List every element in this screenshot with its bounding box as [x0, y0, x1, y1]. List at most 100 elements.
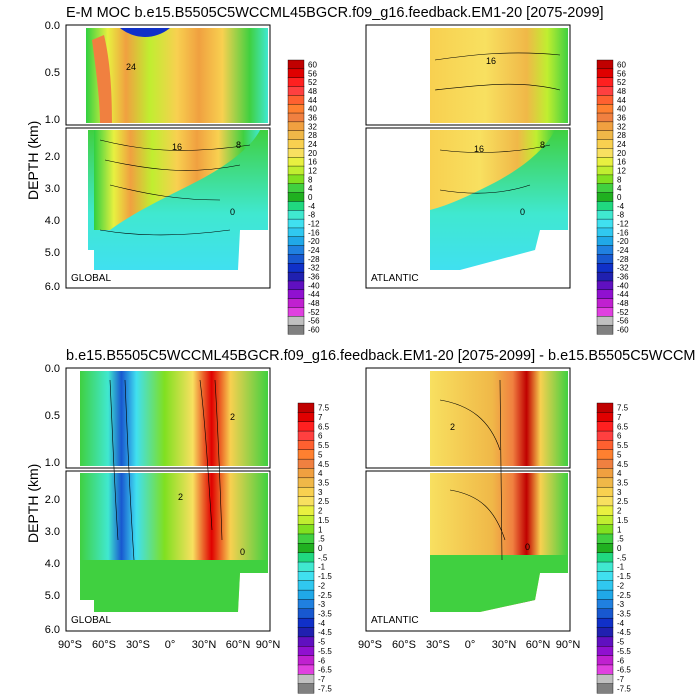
bottom-colorbar-swatch — [297, 674, 315, 685]
top-colorbar-label: -48 — [308, 299, 320, 308]
bottom-colorbar-swatch — [297, 421, 315, 432]
top-colorbar-label: 36 — [308, 113, 317, 122]
bottom-atl-colorbar-label: -6 — [617, 656, 625, 665]
top-colorbar-swatch — [287, 210, 305, 220]
bottom-colorbar-label: -.5 — [318, 553, 328, 562]
top-atl-colorbar-label: -28 — [617, 255, 629, 264]
bottom-atlantic-deep — [430, 555, 568, 612]
top-colorbar-label: -60 — [308, 326, 320, 335]
bottom-colorbar-swatch — [297, 589, 315, 600]
top-ytick-6: 6.0 — [45, 281, 60, 293]
bottom-colorbar-swatch — [297, 505, 315, 516]
top-atl-colorbar-label: -4 — [617, 202, 625, 211]
bottom-atl-colorbar-swatch — [596, 421, 614, 432]
bottom-ytick-0: 0.0 — [45, 363, 60, 375]
bottom-atl-colorbar-label: -2.5 — [617, 591, 631, 600]
top-ytick-1: 1.0 — [45, 114, 60, 126]
top-global-cell — [94, 130, 260, 230]
bottom-global-contours — [109, 379, 223, 561]
bottom-global-deep — [80, 560, 268, 612]
bottom-atlantic-contour-label-1: 2 — [450, 422, 455, 432]
bottom-atl-colorbar-swatch — [596, 543, 614, 554]
bottom-colorbar-label: -7.5 — [318, 684, 332, 693]
bottom-atl-colorbar-label: -7 — [617, 675, 625, 684]
top-colorbar-swatch — [287, 271, 305, 282]
top-atl-colorbar-swatch — [596, 218, 614, 229]
bottom-atl-colorbar-label: -5 — [617, 638, 625, 647]
g-xtick-3: 0° — [165, 639, 176, 651]
bottom-global-xticks: 90°S 60°S 30°S 0° 30°N 60°N 90°N — [58, 639, 280, 651]
bottom-atl-colorbar-swatch — [596, 646, 614, 657]
top-global-yticks: 0.0 0.5 1.0 2.0 3.0 4.0 5.0 6.0 — [45, 20, 60, 293]
bottom-ytick-1: 1.0 — [45, 457, 60, 469]
top-global-contours — [99, 139, 251, 236]
bottom-colorbar-label: -5 — [318, 638, 326, 647]
top-colorbar-swatch — [287, 245, 305, 255]
bottom-colorbar-label: 6.5 — [318, 422, 330, 431]
top-ytick-05: 0.5 — [45, 67, 60, 79]
bottom-colorbar-swatch — [297, 533, 315, 544]
top-global-contour-label-1: 16 — [172, 142, 182, 152]
bottom-atl-colorbar-swatch — [596, 449, 614, 460]
bottom-colorbar-swatch — [297, 486, 315, 498]
bottom-colorbar-swatch — [297, 683, 315, 694]
top-atl-colorbar-swatch — [596, 103, 614, 114]
bottom-title: b.e15.B5505C5WCCML45BGCR.f09_g16.feedbac… — [66, 348, 696, 364]
top-atl-colorbar-swatch — [596, 157, 614, 167]
top-colorbar-swatch — [287, 130, 305, 141]
top-atl-colorbar-swatch — [596, 263, 614, 273]
top-global-upper-field — [86, 28, 268, 123]
top-atl-colorbar-label: -60 — [617, 326, 629, 335]
bottom-atl-colorbar-label: 1 — [617, 525, 622, 534]
bottom-atl-colorbar-label: 4.5 — [617, 460, 629, 469]
top-colorbar-swatch — [287, 77, 305, 88]
bottom-colorbar-label: -3.5 — [318, 609, 332, 618]
bottom-atl-colorbar-swatch — [596, 655, 614, 666]
top-atl-colorbar-label: -36 — [617, 273, 629, 282]
top-atlantic-panel: 16 16 8 0 ATLANTIC — [365, 24, 571, 289]
bottom-colorbar-label: -6 — [318, 656, 326, 665]
top-global-contour-label-4: 0 — [230, 207, 235, 217]
bottom-atl-colorbar-swatch — [596, 664, 614, 675]
top-colorbar-swatch — [287, 157, 305, 167]
top-atl-colorbar-swatch — [596, 236, 614, 247]
bottom-colorbar-swatch — [297, 402, 315, 413]
bottom-colorbar-swatch — [297, 449, 315, 460]
bottom-colorbar-label: -1 — [318, 563, 326, 572]
top-global-region-label: GLOBAL — [71, 273, 111, 284]
top-colorbar-swatch — [287, 254, 305, 264]
top-ytick-4: 4.0 — [45, 215, 60, 227]
top-atl-colorbar-label: -24 — [617, 246, 629, 255]
bottom-atl-colorbar-label: -3 — [617, 600, 625, 609]
bottom-ytick-3: 3.0 — [45, 526, 60, 538]
bottom-atl-colorbar-label: 7.5 — [617, 404, 629, 413]
top-atl-colorbar-label: -16 — [617, 228, 629, 237]
bottom-colorbar-swatch — [297, 664, 315, 675]
bottom-global-contour-label-1: 2 — [230, 412, 235, 422]
top-atlantic-contours — [434, 52, 561, 194]
top-colorbar-swatch — [287, 201, 305, 211]
top-atl-colorbar-swatch — [596, 183, 614, 194]
bottom-atl-colorbar-label: .5 — [617, 535, 624, 544]
colorbars: 60565248444036322824201612840-4-8-12-16-… — [287, 59, 631, 694]
bottom-colorbar-swatch — [297, 524, 315, 535]
top-atl-colorbar-label: 52 — [617, 78, 626, 87]
top-ytick-0: 0.0 — [45, 20, 60, 32]
top-colorbar-swatch — [287, 324, 305, 335]
bottom-atlantic-contour-label-2: 0 — [525, 542, 530, 552]
top-colorbar-label: 12 — [308, 166, 317, 175]
top-atl-colorbar-swatch — [596, 121, 614, 132]
top-atl-colorbar-label: 20 — [617, 149, 626, 158]
top-colorbar-label: 0 — [308, 193, 313, 202]
bottom-colorbar-label: 3 — [318, 488, 323, 497]
bottom-atl-colorbar-label: -2 — [617, 581, 625, 590]
bottom-atl-colorbar-label: 7 — [617, 413, 622, 422]
top-atl-colorbar-label: -12 — [617, 220, 629, 229]
bottom-colorbar-label: 2.5 — [318, 497, 330, 506]
a-xtick-4: 30°N — [492, 639, 517, 651]
top-atl-colorbar-label: 32 — [617, 122, 626, 131]
g-xtick-2: 30°S — [126, 639, 150, 651]
a-xtick-1: 60°S — [392, 639, 416, 651]
top-colorbar-label: -40 — [308, 281, 320, 290]
